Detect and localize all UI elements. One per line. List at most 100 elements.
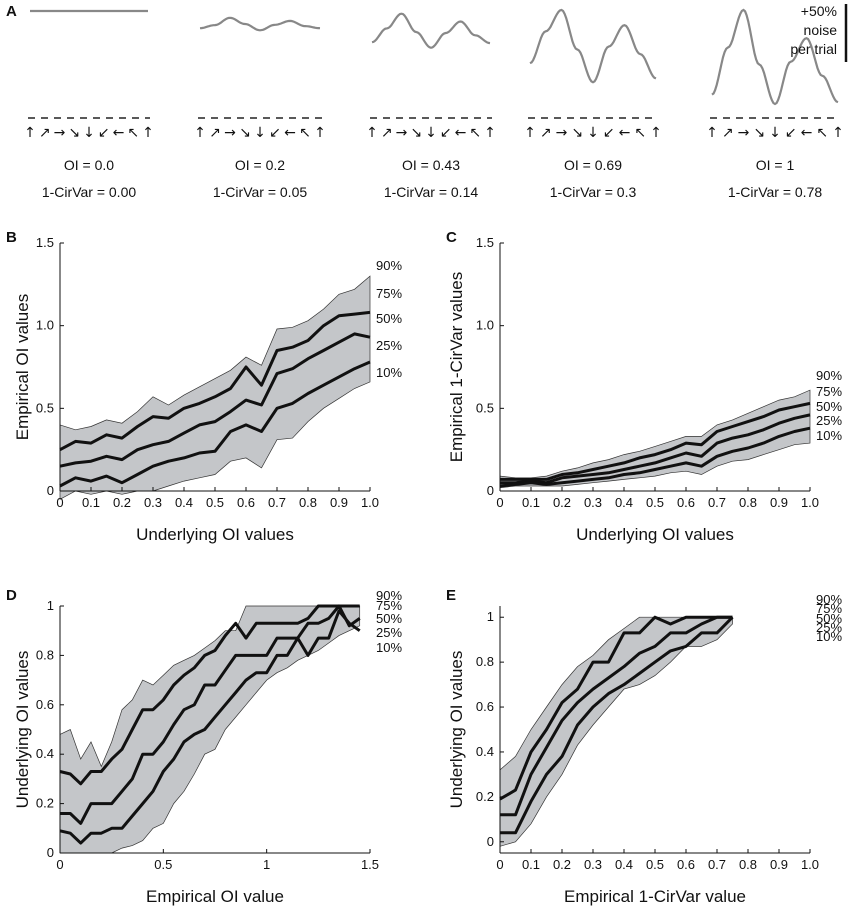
tuning-curve-group-2: ↑ ↗ → ↘ ↓ ↙ ← ↖ ↑OI = 0.431-CirVar = 0.14 [366,12,496,200]
direction-glyph: ↓ [254,125,266,141]
chart-d-line-p50 [60,604,361,825]
chart-c-x-label: Underlying OI values [576,525,734,544]
chart-c-y-tick-label: 1.0 [476,318,494,333]
cirvar-label: 1-CirVar = 0.3 [550,184,637,200]
direction-glyph: ↑ [142,125,154,141]
tuning-curve-1 [199,16,321,32]
chart-c-x-tick-label: 0.1 [522,495,540,510]
chart-e-y-tick-label: 0.4 [476,744,494,759]
chart-b-line-p75 [59,310,371,452]
direction-glyph: ↑ [524,125,536,141]
direction-glyph: ↓ [769,125,781,141]
chart-c-line-p50 [500,413,811,485]
tuning-curve-group-1: ↑ ↗ → ↘ ↓ ↙ ← ↖ ↑OI = 0.21-CirVar = 0.05 [194,16,326,200]
direction-glyph: ↑ [24,125,36,141]
chart-d-y-tick-label: 1 [47,598,54,613]
direction-glyph: ↗ [381,125,393,141]
oi-label: OI = 0.43 [402,157,460,173]
chart-e-x-tick-label: 0.2 [553,857,571,872]
chart-c-y-tick-label: 0.5 [476,400,494,415]
direction-glyph: ↓ [83,125,95,141]
chart-c-x-tick-label: 0.8 [739,495,757,510]
cirvar-label: 1-CirVar = 0.05 [213,184,307,200]
chart-d-band [59,605,361,854]
chart-e-line-p25 [500,616,734,835]
chart-b-percentile-label: 50% [376,311,402,326]
chart-e-x-label: Empirical 1-CirVar value [564,887,746,906]
direction-glyph: ↑ [484,125,496,141]
chart-d-percentile-label: 10% [376,640,402,655]
direction-glyph: ↓ [425,125,437,141]
direction-glyph: ↙ [785,125,797,141]
direction-glyph: ↑ [366,125,378,141]
scale-bar-label: +50% [801,3,837,19]
direction-glyph: ↖ [469,125,481,141]
direction-glyph: ↖ [127,125,139,141]
chart-e-line-p75 [499,615,733,801]
chart-b-percentile-label: 90% [376,258,402,273]
chart-c-line-p75 [500,401,811,481]
cirvar-label: 1-CirVar = 0.00 [42,184,136,200]
direction-glyph: ↑ [832,125,844,141]
chart-c-band [499,389,811,489]
cirvar-label: 1-CirVar = 0.78 [728,184,822,200]
direction-glyph: ↘ [239,125,251,141]
chart-e-percentile-label: 75% [816,601,842,616]
chart-d-x-tick-label: 0 [56,857,63,872]
chart-b-y-label: Empirical OI values [13,294,32,440]
tuning-curve-group-4: ↑ ↗ → ↘ ↓ ↙ ← ↖ ↑OI = 11-CirVar = 0.78 [706,8,844,200]
panel-b-chart: B 0 0.1 0.2 0.3 0.4 0.5 0.6 0.7 0.8 0.9 1.0 0 0.5 1.0… [6,229,402,544]
chart-e-line-p50 [500,615,733,817]
direction-glyph: ↗ [722,125,734,141]
chart-e-x-tick-label: 1.0 [801,857,819,872]
chart-d-y-tick-label: 0.4 [36,746,54,761]
direction-glyph: → [224,125,236,141]
chart-b-band [59,275,371,500]
chart-d-y-tick-label: 0.6 [36,697,54,712]
chart-b-x-tick-label: 0.7 [268,495,286,510]
chart-d-y-tick-label: 0.8 [36,647,54,662]
chart-e-x-tick-label: 0.3 [584,857,602,872]
chart-c-percentile-label: 10% [816,428,842,443]
direction-glyph: ↗ [39,125,51,141]
chart-d-percentile-label: 90% [376,588,402,603]
chart-b-x-tick-label: 0.8 [299,495,317,510]
chart-c-x-tick-label: 0.6 [677,495,695,510]
chart-d-x-tick-label: 1 [263,857,270,872]
chart-c-x-tick-label: 0.2 [553,495,571,510]
chart-b-x-tick-label: 0.2 [113,495,131,510]
chart-e-y-tick-label: 0.6 [476,699,494,714]
direction-glyph: → [738,125,750,141]
tuning-curve-3 [529,8,657,84]
panel-e-chart: E 0 0.1 0.2 0.3 0.4 0.5 0.6 0.7 0.8 0.9 1.0 0 0.2 0.4… [446,587,842,906]
direction-glyph: ↗ [540,125,552,141]
tuning-curve-2 [371,12,491,49]
direction-glyph: ↖ [816,125,828,141]
chart-c-percentile-label: 25% [816,413,842,428]
chart-d-x-tick-label: 0.5 [154,857,172,872]
oi-label: OI = 0.2 [235,157,285,173]
oi-label: OI = 1 [756,157,795,173]
chart-c-percentile-label: 75% [816,384,842,399]
chart-b-x-tick-label: 0.5 [206,495,224,510]
direction-glyph: ↙ [269,125,281,141]
panel-a-tuning-curves: A ↑ ↗ → ↘ ↓ ↙ ← ↖ ↑OI = 0.01-CirVar = 0.00↑ ↗ → ↘ ↓ ↙… [6,3,848,200]
chart-b-x-tick-label: 1.0 [361,495,379,510]
chart-e-percentile-label: 10% [816,629,842,644]
chart-d-y-tick-label: 0 [47,845,54,860]
direction-glyph: ↙ [440,125,452,141]
direction-glyph: ↘ [753,125,765,141]
direction-glyph: ↘ [571,125,583,141]
chart-b-x-tick-label: 0.3 [144,495,162,510]
panel-label-b: B [6,229,17,246]
panel-label-e: E [446,587,456,604]
direction-glyph: → [396,125,408,141]
scale-bar-label: per trial [790,41,837,57]
chart-e-x-tick-label: 0.6 [677,857,695,872]
direction-glyph: ← [801,125,813,141]
chart-b-x-tick-label: 0.9 [330,495,348,510]
chart-e-x-tick-label: 0.5 [646,857,664,872]
chart-c-x-tick-label: 0.5 [646,495,664,510]
chart-e-band [499,616,733,847]
direction-glyph: ← [113,125,125,141]
